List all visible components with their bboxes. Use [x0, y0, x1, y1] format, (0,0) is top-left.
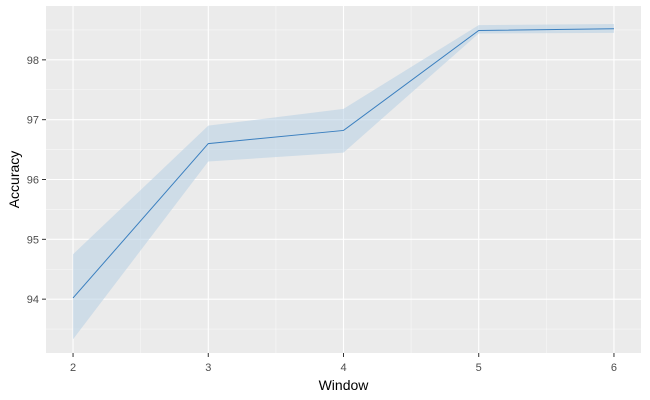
y-tick-label: 95 — [27, 234, 39, 246]
y-tick-label: 97 — [27, 115, 39, 127]
series-lines — [72, 28, 614, 299]
x-tick-label: 2 — [70, 362, 76, 374]
x-tick-label: 5 — [476, 362, 482, 374]
y-tick-label: 98 — [27, 55, 39, 67]
x-axis: 2 3 4 5 6 — [70, 353, 617, 374]
x-axis-title: Window — [319, 377, 370, 393]
y-axis-title: Accuracy — [6, 151, 22, 209]
confidence-band — [73, 23, 614, 340]
series-line — [72, 28, 614, 299]
confidence-bands — [73, 23, 614, 340]
x-tick-label: 3 — [205, 362, 211, 374]
x-tick-label: 4 — [340, 362, 346, 374]
x-tick-label: 6 — [611, 362, 617, 374]
y-tick-label: 96 — [27, 175, 39, 187]
y-tick-label: 94 — [27, 294, 39, 306]
y-axis: 94 95 96 97 98 — [27, 55, 46, 306]
